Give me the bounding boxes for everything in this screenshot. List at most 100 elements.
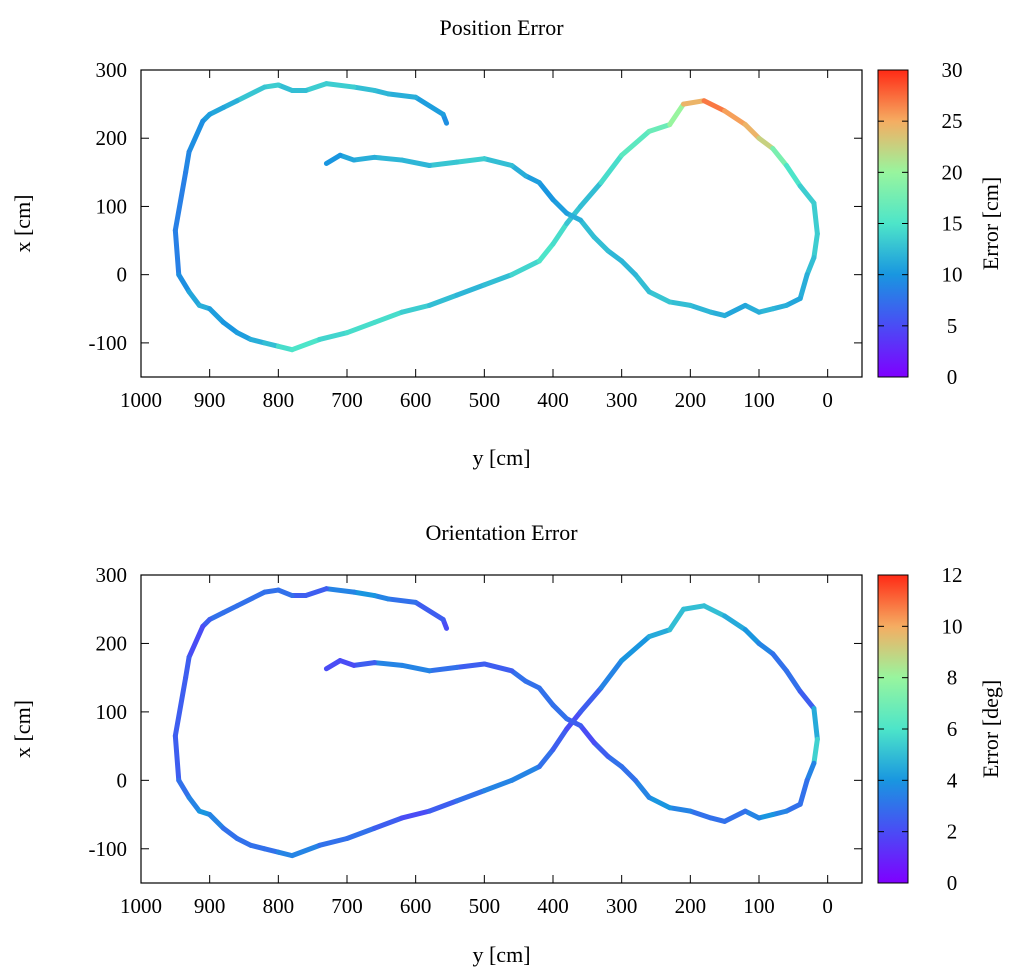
error-segment: [207, 306, 226, 325]
colorbar-tick-label: 8: [947, 666, 958, 690]
x-tick-label: 700: [331, 894, 363, 918]
y-tick-label: -100: [89, 331, 128, 355]
error-segment: [756, 640, 776, 657]
error-segment: [536, 685, 556, 708]
error-segment: [399, 302, 432, 315]
error-segment: [701, 603, 728, 619]
x-tick-label: 300: [606, 388, 638, 412]
error-segment: [783, 801, 803, 814]
error-segment: [172, 733, 182, 783]
y-tick-label: 100: [96, 700, 128, 724]
error-segment: [186, 794, 202, 814]
error-segment: [220, 603, 240, 616]
reference-path: [174, 588, 818, 857]
colorbar-tick-label: 0: [947, 365, 958, 389]
x-tick-label: 300: [606, 894, 638, 918]
error-segment: [399, 157, 432, 169]
error-segment: [413, 94, 446, 117]
colorbar-tick-label: 10: [942, 614, 963, 638]
error-segment: [344, 825, 377, 842]
error-segment: [176, 272, 192, 295]
error-segment: [619, 128, 652, 158]
x-tick-label: 500: [469, 388, 501, 412]
error-segment: [605, 753, 625, 770]
error-segment: [351, 154, 377, 163]
plot-frame: [140, 574, 863, 884]
x-tick-label: 900: [194, 388, 226, 412]
error-segment: [207, 610, 226, 622]
y-tick-label: 0: [117, 263, 128, 287]
x-tick-label: 600: [400, 894, 432, 918]
y-tick-label: 0: [117, 768, 128, 792]
error-segment: [454, 661, 487, 670]
colorbar-tick-label: 20: [942, 160, 963, 184]
error-segment: [536, 180, 556, 203]
error-segment: [454, 156, 487, 165]
error-segment: [598, 152, 625, 186]
x-axis-label: y [cm]: [472, 942, 530, 967]
error-segment: [426, 292, 460, 308]
error-segment: [186, 623, 206, 660]
x-tick-label: 0: [822, 894, 833, 918]
error-segment: [722, 108, 748, 128]
error-segment: [536, 747, 556, 770]
error-segment: [183, 149, 192, 175]
error-segment: [317, 330, 350, 342]
error-segment: [454, 788, 487, 804]
x-tick-label: 200: [675, 894, 707, 918]
error-segment: [811, 200, 820, 237]
error-segment: [687, 302, 714, 315]
error-segment: [742, 122, 762, 141]
error-segment: [509, 258, 542, 278]
error-segment: [770, 651, 789, 674]
error-segment: [619, 764, 638, 783]
reference-path: [174, 83, 818, 351]
error-segment: [454, 282, 487, 298]
error-segment: [351, 660, 377, 668]
colorbar-tick-label: 4: [947, 768, 958, 792]
error-segment: [804, 760, 817, 783]
error-segment: [783, 163, 803, 189]
error-segment: [426, 798, 460, 814]
error-segment: [371, 154, 405, 163]
error-segment: [667, 101, 686, 128]
error-segment: [344, 319, 377, 336]
error-segment: [591, 234, 611, 254]
error-segment: [509, 764, 542, 783]
error-segment: [680, 98, 707, 107]
error-segment: [811, 705, 820, 742]
error-segment: [577, 180, 604, 209]
error-segment: [667, 805, 693, 814]
error-segment: [509, 163, 529, 179]
error-segment: [220, 319, 240, 336]
error-segment: [385, 91, 419, 100]
x-tick-label: 1000: [120, 894, 162, 918]
y-tick-label: 300: [96, 563, 128, 587]
error-segment: [172, 675, 189, 739]
error-segment: [523, 678, 542, 691]
x-tick-label: 800: [263, 388, 295, 412]
error-segment: [591, 740, 611, 759]
error-segment: [186, 289, 202, 308]
chart-title: Orientation Error: [425, 520, 578, 545]
error-segment: [564, 210, 583, 223]
error-segment: [646, 627, 673, 640]
colorbar-label: Error [deg]: [978, 680, 1003, 778]
x-tick-label: 0: [822, 388, 833, 412]
error-segment: [371, 309, 405, 325]
error-segment: [598, 658, 625, 691]
chart-title: Position Error: [439, 15, 564, 40]
error-segment: [797, 777, 810, 807]
error-segment: [481, 272, 515, 288]
error-segment: [234, 84, 268, 104]
error-segment: [667, 299, 693, 308]
error-segment: [550, 221, 570, 247]
error-segment: [722, 302, 748, 319]
y-tick-label: 200: [96, 631, 128, 655]
error-segment: [701, 98, 728, 114]
error-segment: [289, 336, 323, 353]
error-segment: [680, 603, 707, 612]
